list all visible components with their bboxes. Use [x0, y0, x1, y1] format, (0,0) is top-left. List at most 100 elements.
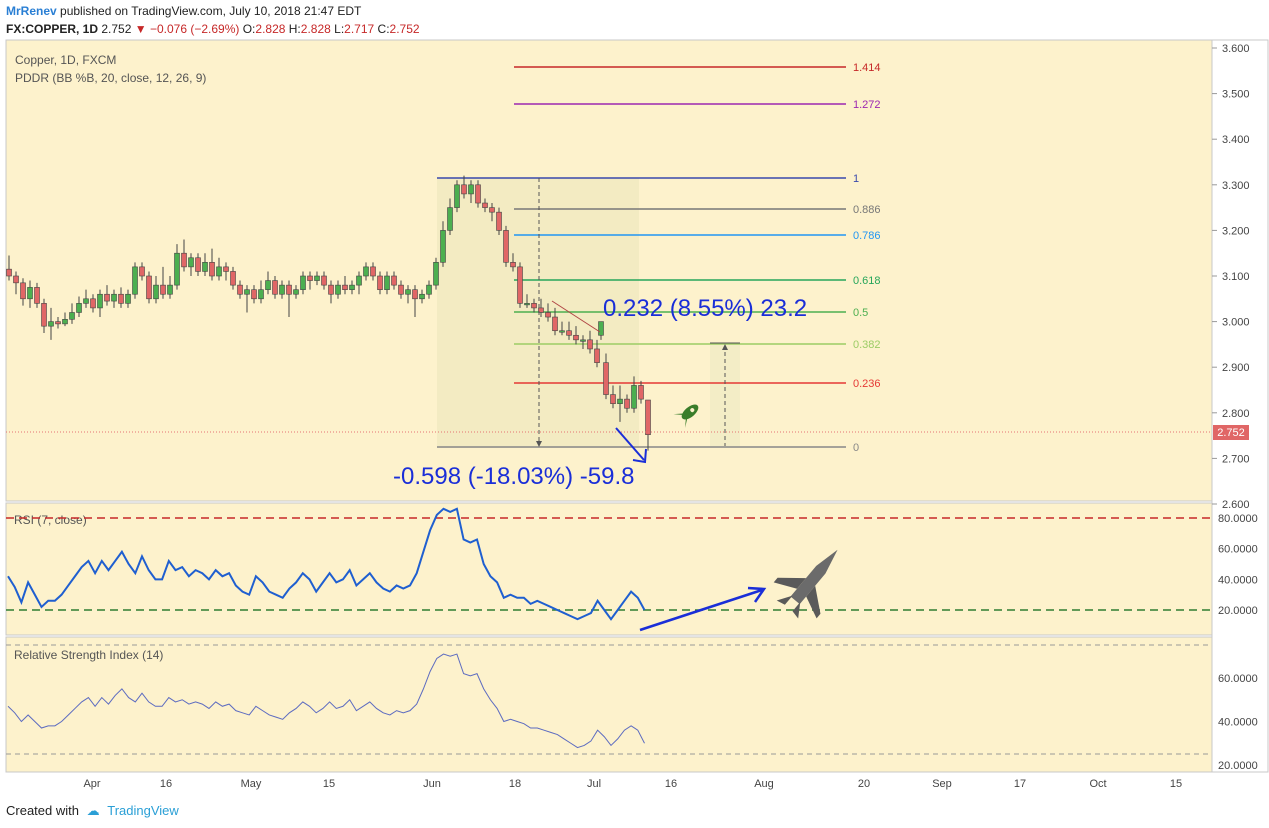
candle-body: [356, 275, 362, 286]
candle-body: [90, 298, 96, 309]
time-tick-label: Jul: [587, 778, 601, 790]
chart-canvas[interactable]: 1.414 1.272 1 0.886 0.786 0.618 0.5 0.382 0.236 0…: [0, 0, 1269, 800]
time-tick-label: 18: [509, 778, 521, 790]
candle-body: [307, 275, 313, 281]
price-tick-label: 3.500: [1222, 89, 1250, 101]
last-price-tag-text: 2.752: [1217, 427, 1245, 439]
time-tick-label: Jun: [423, 778, 441, 790]
last-price-tag: [1213, 425, 1249, 440]
down-arrow-icon: ▼: [134, 22, 147, 36]
rsi14-tick-label: 40.0000: [1218, 717, 1258, 729]
up-measure-arrow: [722, 344, 728, 350]
rsi7-tick-label: 40.0000: [1218, 574, 1258, 586]
candle-body: [174, 252, 180, 286]
candle-body: [468, 184, 474, 195]
candle-body: [188, 257, 194, 268]
rsi7-tick-label: 60.0000: [1218, 544, 1258, 556]
candle-body: [510, 262, 516, 268]
candle-body: [335, 284, 341, 295]
last-price: 2.752: [101, 22, 132, 36]
candle-body: [598, 321, 604, 336]
rsi7-tick-label: 20.0000: [1218, 605, 1258, 617]
time-axis: Apr 16 May 15 Jun 18 Jul 16 Aug 20 Sep 17 Oct 15: [83, 778, 1182, 790]
candle-body: [111, 293, 117, 302]
candle-body: [433, 262, 439, 286]
candle-body: [195, 257, 201, 272]
time-tick-label: 15: [1170, 778, 1182, 790]
main-legend: Copper, 1D, FXCM: [15, 53, 116, 67]
candle-body: [645, 399, 651, 435]
candle-body: [6, 268, 12, 277]
candle-body: [20, 282, 26, 300]
candle-body: [48, 321, 54, 327]
candle-body: [293, 289, 299, 295]
fib-level-label: 0.382: [853, 339, 881, 351]
price-scale[interactable]: [1211, 39, 1269, 773]
candle-body: [503, 230, 509, 263]
candle-body: [216, 266, 222, 277]
candle-body: [258, 289, 264, 300]
candle-body: [146, 275, 152, 300]
up-measure-label: 0.232 (8.55%) 23.2: [603, 295, 807, 322]
rsi7-legend: RSI (7, close): [14, 513, 87, 527]
candle-body: [398, 284, 404, 295]
candle-body: [300, 275, 306, 290]
candle-body: [482, 202, 488, 208]
candle-body: [580, 339, 586, 342]
time-tick-label: May: [241, 778, 262, 790]
open-label: O:: [242, 22, 256, 36]
rsi14-pane[interactable]: [5, 636, 1213, 773]
candle-body: [566, 330, 572, 336]
candle-body: [489, 207, 495, 213]
rsi7-pane[interactable]: [5, 502, 1213, 636]
fib-level-label: 0.618: [853, 275, 881, 287]
candle-body: [314, 275, 320, 281]
time-tick-label: 15: [323, 778, 335, 790]
candle-body: [447, 207, 453, 231]
candle-body: [286, 284, 292, 295]
candle-body: [160, 284, 166, 295]
candle-body: [223, 266, 229, 272]
candle-body: [454, 184, 460, 208]
time-tick-label: 20: [858, 778, 870, 790]
fib-retracement[interactable]: 1.414 1.272 1 0.886 0.786 0.618 0.5 0.382 0.236 0: [437, 62, 881, 454]
rsi14-tick-label: 20.0000: [1218, 760, 1258, 772]
candle-body: [363, 266, 369, 277]
candle-body: [475, 184, 481, 204]
rsi14-axis: 60.0000 40.0000 20.0000: [1218, 673, 1258, 772]
candle-body: [202, 262, 208, 272]
publish-line: MrRenev published on TradingView.com, Ju…: [6, 4, 361, 18]
footer: Created with ☁ TradingView: [6, 803, 179, 819]
rsi7-axis: 80.0000 60.0000 40.0000 20.0000: [1218, 513, 1258, 617]
time-tick-label: 16: [160, 778, 172, 790]
time-tick-label: 17: [1014, 778, 1026, 790]
tradingview-link[interactable]: TradingView: [107, 803, 179, 818]
price-tick-label: 3.000: [1222, 317, 1250, 329]
candle-body: [603, 362, 609, 395]
candle-body: [27, 287, 33, 300]
candle-body: [370, 266, 376, 277]
rsi-up-arrow: [639, 588, 763, 632]
candle-body: [573, 334, 579, 341]
candle-body: [377, 275, 383, 290]
candle-body: [405, 289, 411, 295]
symbol-line: FX:COPPER, 1D 2.752 ▼ −0.076 (−2.69%) O:…: [6, 22, 420, 36]
candle-body: [321, 275, 327, 286]
trendline[interactable]: [551, 300, 601, 333]
author-link[interactable]: MrRenev: [6, 4, 57, 18]
candle-body: [440, 230, 446, 263]
time-tick-label: Sep: [932, 778, 952, 790]
fib-level-label: 0: [853, 442, 859, 454]
rsi14-legend: Relative Strength Index (14): [14, 648, 163, 662]
down-measure-label: -0.598 (-18.03%) -59.8: [393, 463, 634, 490]
candle-body: [426, 284, 432, 295]
candle-body: [69, 312, 75, 320]
candle-body: [153, 284, 159, 300]
candle-body: [624, 398, 630, 409]
fib-level-label: 0.5: [853, 307, 868, 319]
drop-arrow: [615, 427, 645, 461]
rsi14-tick-label: 60.0000: [1218, 673, 1258, 685]
candle-body: [272, 280, 278, 295]
candle-body: [559, 330, 565, 333]
candle-body: [610, 394, 616, 404]
